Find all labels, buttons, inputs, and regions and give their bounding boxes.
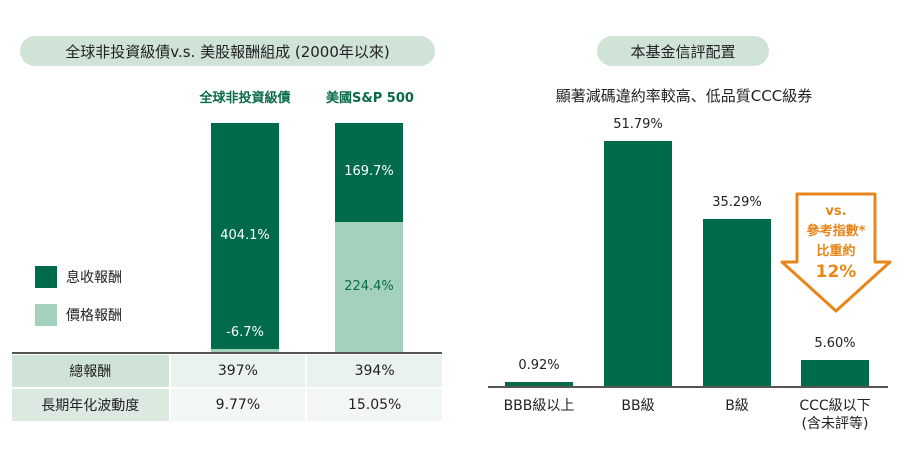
label-price-1: 224.4% [344,278,394,294]
rating-bar-1 [604,141,672,386]
legend-swatch-price [35,304,57,326]
label-price-0: -6.7% [226,325,264,341]
rating-category-label-2-0: B級 [725,398,749,414]
right-subtitle: 顯著減碼違約率較高、低品質CCC級券 [555,87,813,105]
rating-value-label-3: 5.60% [814,335,856,351]
table-row-total-return: 總報酬 397% 394% [12,355,442,387]
callout-line-index: 參考指數* [806,224,866,239]
rating-value-label-0: 0.92% [518,357,560,373]
bar-income-0 [211,123,279,350]
callout-text: vs. 參考指數* 比重約 12% [779,202,893,282]
left-title: 全球非投資級債v.s. 美股報酬組成 (2000年以來) [65,42,390,61]
bar-price-0 [211,349,279,352]
bar-income-1 [335,122,403,222]
left-title-pill: 全球非投資級債v.s. 美股報酬組成 (2000年以來) [20,36,435,66]
rating-bar-0 [505,381,573,386]
col-header-sp500: 美國S&P 500 [326,91,414,106]
right-title-pill: 本基金信評配置 [597,36,769,66]
rating-bar-2 [703,219,771,386]
right-title: 本基金信評配置 [630,42,736,61]
table-cell: 15.05% [305,389,442,421]
legend-label-income: 息收報酬 [66,270,122,286]
callout-arrow-icon [780,192,892,313]
right-baseline [488,386,888,388]
rating-value-label-1: 51.79% [613,117,663,132]
left-baseline [12,352,442,354]
callout-line-weight: 比重約 [816,244,856,259]
legend-label-price: 價格報酬 [66,308,122,324]
rating-category-label-1-0: BB級 [621,398,655,414]
col-header-hy: 全球非投資級債 [199,91,291,106]
table-row-label: 長期年化波動度 [12,389,169,421]
legend-swatch-income [35,266,57,288]
callout-line-vs: vs. [825,204,847,219]
rating-category-label-3-0: CCC級以下 [799,398,871,414]
rating-bar-3 [801,359,869,386]
label-income-0: 404.1% [220,228,270,244]
label-income-1: 169.7% [344,164,394,180]
rating-category-label-3-1: (含未評等) [801,416,869,432]
callout-line-percent: 12% [815,262,857,282]
table-cell: 9.77% [168,389,306,421]
table-row-label: 總報酬 [12,355,169,387]
rating-category-label-0-0: BBB級以上 [503,398,575,414]
table-row-volatility: 長期年化波動度 9.77% 15.05% [12,389,442,421]
table-cell: 394% [305,355,442,387]
table-cell: 397% [168,355,306,387]
rating-value-label-2: 35.29% [712,195,762,211]
bar-price-1 [335,221,403,352]
